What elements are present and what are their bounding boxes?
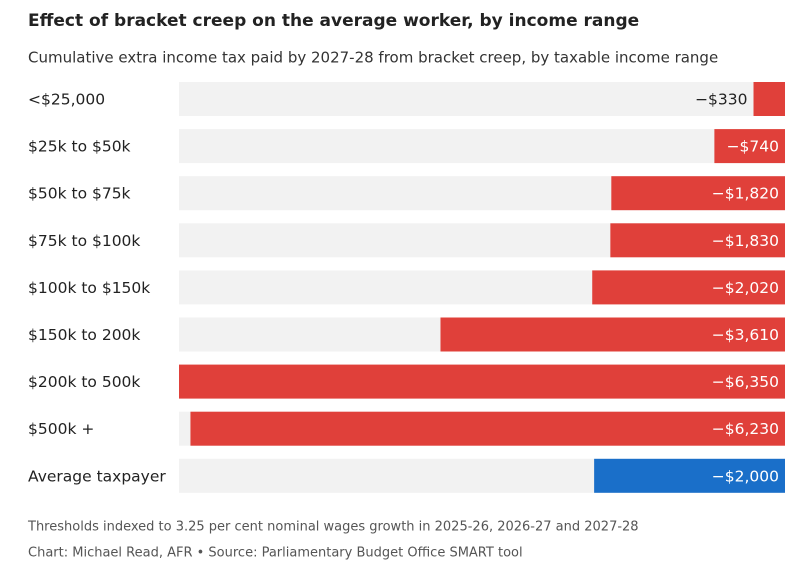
track: [179, 82, 785, 116]
value-label: −$2,020: [712, 279, 779, 297]
value-label: −$2,000: [712, 467, 779, 485]
category-label: $50k to $75k: [28, 185, 131, 203]
footnote: Thresholds indexed to 3.25 per cent nomi…: [27, 520, 639, 535]
value-label: −$1,830: [712, 232, 779, 250]
bar: [190, 411, 785, 446]
bar: [179, 364, 785, 399]
category-label: $200k to 500k: [28, 373, 140, 391]
category-label: <$25,000: [28, 91, 105, 109]
bar: [592, 270, 785, 305]
value-label: −$740: [727, 138, 779, 156]
value-label: −$330: [695, 91, 747, 109]
category-label: Average taxpayer: [28, 467, 166, 485]
bar: [714, 129, 785, 164]
category-label: $150k to 200k: [28, 326, 140, 344]
bar: [753, 82, 785, 116]
bar: [610, 223, 785, 258]
value-label: −$1,820: [712, 185, 779, 203]
category-label: $25k to $50k: [28, 138, 131, 156]
source: Chart: Michael Read, AFR • Source: Parli…: [28, 546, 523, 561]
bar: [440, 317, 785, 352]
value-label: −$6,230: [712, 420, 779, 438]
value-label: −$3,610: [712, 326, 779, 344]
bar: [611, 176, 785, 211]
category-label: $100k to $150k: [28, 279, 150, 297]
chart-title: Effect of bracket creep on the average w…: [28, 11, 639, 31]
category-label: $75k to $100k: [28, 232, 140, 250]
value-label: −$6,350: [712, 373, 779, 391]
chart-subtitle: Cumulative extra income tax paid by 2027…: [28, 49, 718, 67]
track: [179, 129, 785, 164]
category-label: $500k +: [28, 420, 94, 438]
bar: [594, 458, 785, 493]
